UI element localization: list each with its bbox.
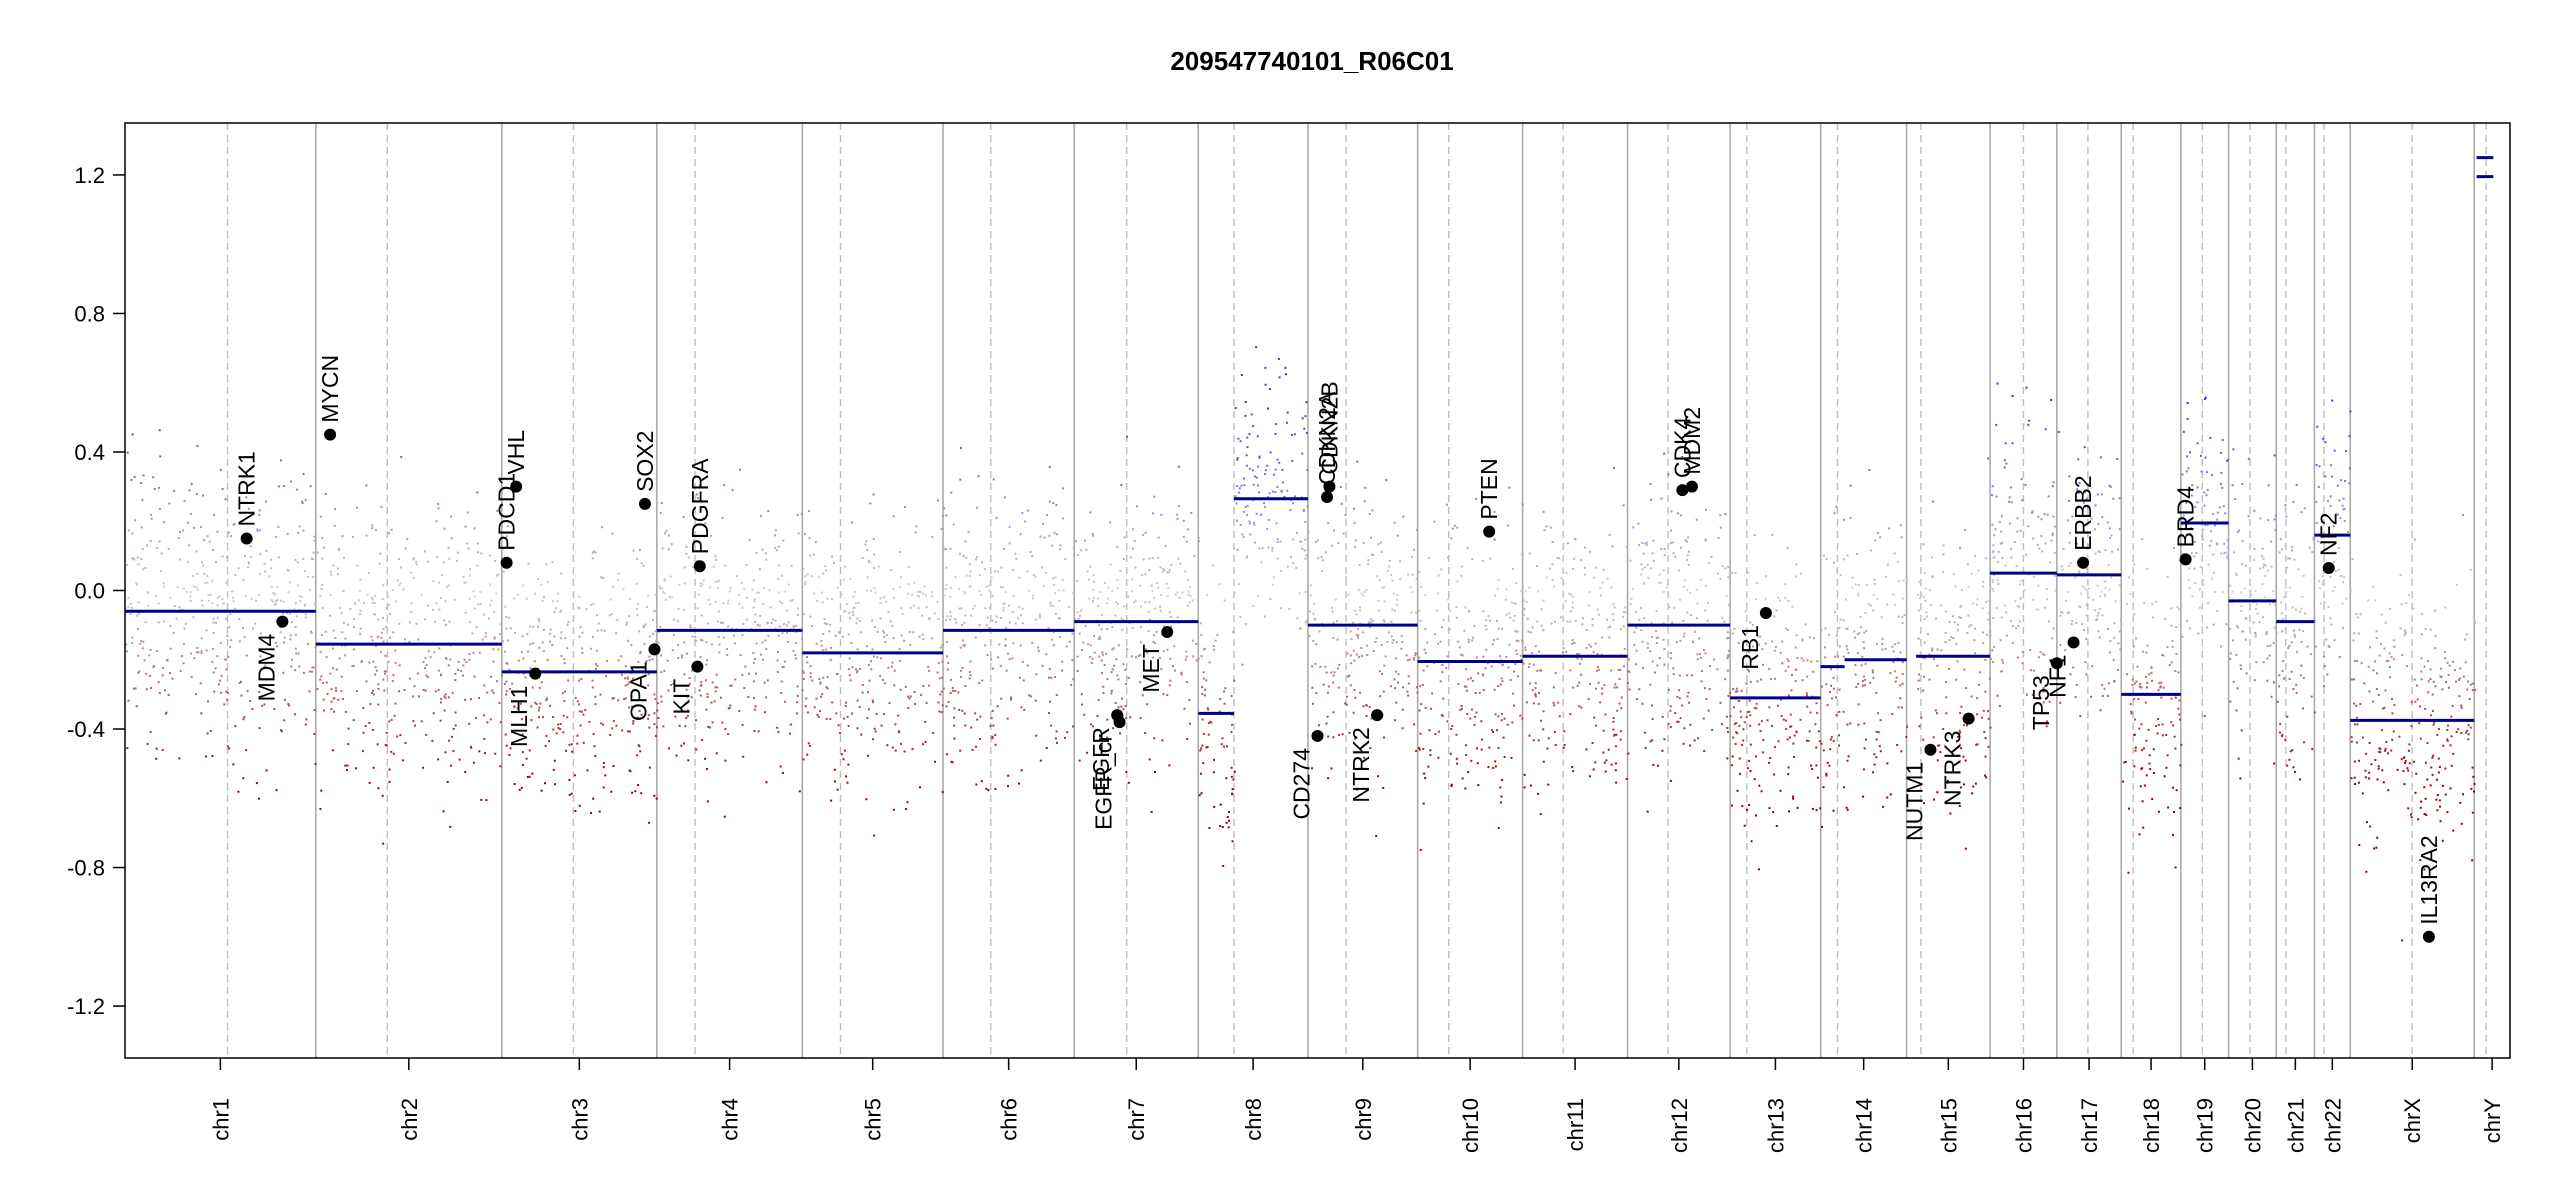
x-tick-label-chr14: chr14 xyxy=(1852,1098,1877,1153)
gene-label-KIT: KIT xyxy=(668,679,694,715)
gene-point-CDKN2A xyxy=(1321,491,1334,503)
y-tick-label-6: 1.2 xyxy=(74,163,105,188)
gene-point-NTRK3 xyxy=(1962,712,1975,725)
gene-label-MDM4: MDM4 xyxy=(253,633,279,701)
gene-point-MLH1 xyxy=(529,667,542,680)
probe-dots xyxy=(125,346,2477,942)
gene-label-MDM2: MDM2 xyxy=(1679,407,1705,475)
gene-label-ERBB2: ERBB2 xyxy=(2070,475,2096,550)
gene-point-NF1 xyxy=(2067,636,2080,649)
x-tick-label-chr22: chr22 xyxy=(2320,1098,2345,1153)
gene-point-PDCD1 xyxy=(500,556,513,569)
gene-point-BRD4 xyxy=(2179,553,2192,566)
gene-point-KIT xyxy=(691,660,704,673)
gene-point-VHL xyxy=(510,480,523,493)
gene-point-NF2 xyxy=(2322,561,2335,574)
x-tick-label-chr16: chr16 xyxy=(2011,1098,2036,1153)
gene-point-OPA1 xyxy=(648,643,661,656)
gene-point-CDKN2B xyxy=(1323,480,1336,493)
gene-markers: NTRK1MDM4MYCNPDCD1VHLMLH1SOX2OPA1PDGFRAK… xyxy=(234,355,2442,943)
plot-frame xyxy=(124,122,2511,1059)
y-tick-label-3: 0.0 xyxy=(74,579,105,604)
gene-label-BRD4: BRD4 xyxy=(2173,486,2199,548)
x-tick-label-chr19: chr19 xyxy=(2193,1098,2218,1153)
gene-label-PDGFRA: PDGFRA xyxy=(687,458,713,555)
x-tick-label-chr13: chr13 xyxy=(1763,1098,1788,1153)
gene-label-MET: MET xyxy=(1138,644,1164,693)
gene-label-NF1: NF1 xyxy=(2045,654,2071,697)
gene-label-NF2: NF2 xyxy=(2316,513,2342,556)
x-tick-label-chr18: chr18 xyxy=(2139,1098,2164,1153)
x-tick-label-chr1: chr1 xyxy=(208,1098,233,1141)
gene-label-EGFR_cr: EGFR_cr xyxy=(1091,734,1117,830)
x-tick-label-chr7: chr7 xyxy=(1124,1098,1149,1141)
x-tick-label-chr11: chr11 xyxy=(1563,1098,1588,1151)
gene-label-NUTM1: NUTM1 xyxy=(1901,762,1927,841)
x-tick-label-chr4: chr4 xyxy=(718,1098,743,1141)
y-tick-label-4: 0.4 xyxy=(74,440,105,465)
x-tick-label-chr21: chr21 xyxy=(2283,1098,2308,1153)
gene-label-TP53: TP53 xyxy=(2028,675,2054,730)
gene-label-NTRK3: NTRK3 xyxy=(1940,731,1966,806)
y-tick-label-0: -1.2 xyxy=(67,994,105,1019)
gene-label-RB1: RB1 xyxy=(1737,625,1763,670)
x-tick-label-chr8: chr8 xyxy=(1241,1098,1266,1141)
gene-point-MET xyxy=(1161,626,1174,639)
y-tick-label-2: -0.4 xyxy=(67,717,105,742)
gene-point-SOX2 xyxy=(638,497,651,510)
gene-label-VHL: VHL xyxy=(503,430,529,475)
gene-label-CD274: CD274 xyxy=(1289,748,1315,820)
x-tick-label-chr10: chr10 xyxy=(1458,1098,1483,1153)
gene-label-IL13RA2: IL13RA2 xyxy=(2416,835,2442,925)
gene-point-TP53 xyxy=(2050,657,2063,670)
x-tick-label-chr6: chr6 xyxy=(997,1098,1022,1141)
axes: -1.2 -0.8 -0.4 0.0 0.4 0.8 1.2 chr1 chr2 chr3 chr4… xyxy=(67,163,2505,1153)
gene-label-SOX2: SOX2 xyxy=(632,431,658,492)
gene-label-CDKN2B: CDKN2B xyxy=(1316,381,1342,474)
gene-point-MYCN xyxy=(324,428,337,441)
x-tick-label-chr3: chr3 xyxy=(567,1098,592,1141)
y-tick-label-5: 0.8 xyxy=(74,301,105,326)
x-tick-label-chr17: chr17 xyxy=(2077,1098,2102,1153)
gene-point-MDM2 xyxy=(1685,480,1698,493)
gene-point-CD274 xyxy=(1311,729,1324,742)
x-tick-label-chrY: chrY xyxy=(2480,1098,2505,1144)
gene-point-ERBB2 xyxy=(2077,556,2090,569)
gene-label-CDK4: CDK4 xyxy=(1669,417,1695,479)
gene-label-OPA1: OPA1 xyxy=(625,661,651,721)
gene-point-CDK4 xyxy=(1676,484,1689,497)
gene-label-MYCN: MYCN xyxy=(317,355,343,423)
gene-label-CDKN2A: CDKN2A xyxy=(1314,391,1340,485)
x-tick-label-chr15: chr15 xyxy=(1936,1098,1961,1153)
x-tick-label-chrX: chrX xyxy=(2400,1098,2425,1144)
chart-title: 209547740101_R06C01 xyxy=(1170,46,1453,76)
gene-point-EGFR_cr xyxy=(1113,716,1126,729)
gene-point-NTRK1 xyxy=(240,532,253,545)
y-tick-label-1: -0.8 xyxy=(67,856,105,881)
x-tick-label-chr12: chr12 xyxy=(1667,1098,1692,1153)
gene-point-NTRK2 xyxy=(1371,709,1384,722)
gene-label-EGFR: EGFR xyxy=(1088,727,1114,791)
gene-point-RB1 xyxy=(1759,607,1772,620)
gene-point-IL13RA2 xyxy=(2422,930,2435,943)
segment-lines xyxy=(125,156,2494,722)
gene-point-NUTM1 xyxy=(1924,743,1937,756)
gene-point-PTEN xyxy=(1483,525,1496,538)
gene-label-PTEN: PTEN xyxy=(1476,458,1502,519)
x-tick-label-chr20: chr20 xyxy=(2240,1098,2265,1153)
x-tick-label-chr9: chr9 xyxy=(1351,1098,1376,1141)
x-tick-label-chr5: chr5 xyxy=(861,1098,886,1141)
gene-label-MLH1: MLH1 xyxy=(506,686,532,747)
gene-point-MDM4 xyxy=(276,615,289,628)
chromosome-boundaries xyxy=(226,123,2487,1058)
gene-label-NTRK2: NTRK2 xyxy=(1348,727,1374,802)
gene-point-PDGFRA xyxy=(693,560,706,573)
gene-label-NTRK1: NTRK1 xyxy=(234,451,260,526)
x-tick-label-chr2: chr2 xyxy=(397,1098,422,1141)
